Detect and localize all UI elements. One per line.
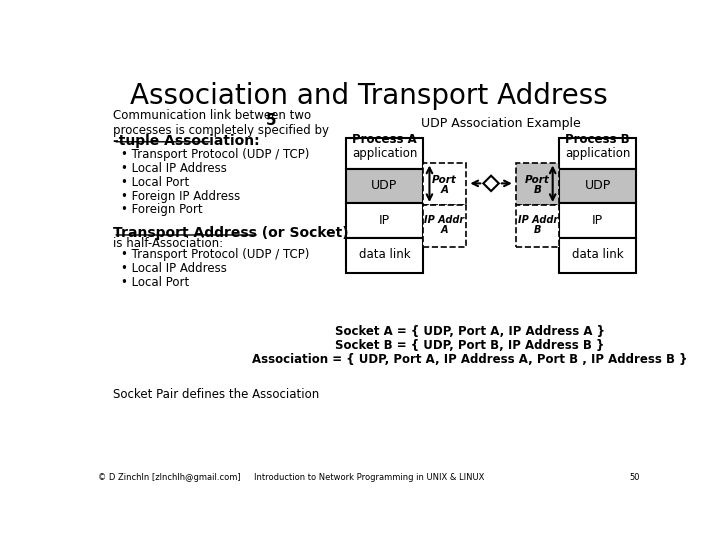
- Text: • Foreign Port: • Foreign Port: [121, 204, 202, 217]
- Text: data link: data link: [359, 248, 410, 261]
- FancyBboxPatch shape: [559, 204, 636, 238]
- Text: Transport Address (or Socket): Transport Address (or Socket): [113, 226, 349, 240]
- FancyBboxPatch shape: [516, 163, 559, 205]
- Text: Socket B = { UDP, Port B, IP Address B }: Socket B = { UDP, Port B, IP Address B }: [335, 339, 604, 352]
- FancyBboxPatch shape: [559, 168, 636, 204]
- Text: • Transport Protocol (UDP / TCP): • Transport Protocol (UDP / TCP): [121, 248, 310, 261]
- Text: 5: 5: [266, 113, 276, 129]
- Text: • Local IP Address: • Local IP Address: [121, 162, 227, 175]
- Text: IP: IP: [379, 214, 390, 227]
- Text: A: A: [441, 225, 449, 235]
- Text: Socket A = { UDP, Port A, IP Address A }: Socket A = { UDP, Port A, IP Address A }: [335, 325, 605, 338]
- Text: UDP Association Example: UDP Association Example: [421, 117, 580, 130]
- Text: Port: Port: [525, 174, 550, 185]
- Text: Introduction to Network Programming in UNIX & LINUX: Introduction to Network Programming in U…: [254, 473, 484, 482]
- FancyBboxPatch shape: [516, 205, 559, 247]
- Text: Association and Transport Address: Association and Transport Address: [130, 82, 608, 110]
- FancyBboxPatch shape: [346, 168, 423, 204]
- Text: • Local Port: • Local Port: [121, 276, 189, 289]
- Text: IP: IP: [592, 214, 603, 227]
- Text: Process B: Process B: [565, 132, 630, 146]
- FancyBboxPatch shape: [423, 163, 466, 205]
- Text: Socket Pair defines the Association: Socket Pair defines the Association: [113, 388, 320, 401]
- FancyBboxPatch shape: [346, 138, 423, 168]
- Text: • Local Port: • Local Port: [121, 176, 189, 188]
- Text: Association = { UDP, Port A, IP Address A, Port B , IP Address B }: Association = { UDP, Port A, IP Address …: [252, 353, 688, 366]
- Text: data link: data link: [572, 248, 624, 261]
- Text: IP Addr: IP Addr: [518, 215, 557, 225]
- Text: UDP: UDP: [372, 179, 397, 192]
- Text: IP Addr: IP Addr: [425, 215, 464, 225]
- Text: application: application: [565, 147, 630, 160]
- Text: UDP: UDP: [585, 179, 611, 192]
- Text: B: B: [534, 225, 541, 235]
- FancyBboxPatch shape: [346, 204, 423, 238]
- Text: A: A: [441, 185, 449, 194]
- Text: • Foreign IP Address: • Foreign IP Address: [121, 190, 240, 202]
- Text: -tuple Association:: -tuple Association:: [113, 134, 260, 148]
- Text: 50: 50: [630, 473, 640, 482]
- Text: • Local IP Address: • Local IP Address: [121, 262, 227, 275]
- FancyBboxPatch shape: [559, 138, 636, 168]
- Text: © D Zinchln [zlnchlh@gmail.com]: © D Zinchln [zlnchlh@gmail.com]: [98, 473, 240, 482]
- Text: Communication link between two
processes is completely specified by: Communication link between two processes…: [113, 110, 329, 138]
- FancyBboxPatch shape: [559, 238, 636, 273]
- Text: application: application: [352, 147, 417, 160]
- FancyBboxPatch shape: [423, 205, 466, 247]
- Text: • Transport Protocol (UDP / TCP): • Transport Protocol (UDP / TCP): [121, 148, 310, 161]
- Text: Process A: Process A: [352, 132, 417, 146]
- Text: Port: Port: [432, 174, 457, 185]
- Text: is half-Association:: is half-Association:: [113, 237, 223, 250]
- Text: B: B: [534, 185, 541, 194]
- FancyBboxPatch shape: [346, 238, 423, 273]
